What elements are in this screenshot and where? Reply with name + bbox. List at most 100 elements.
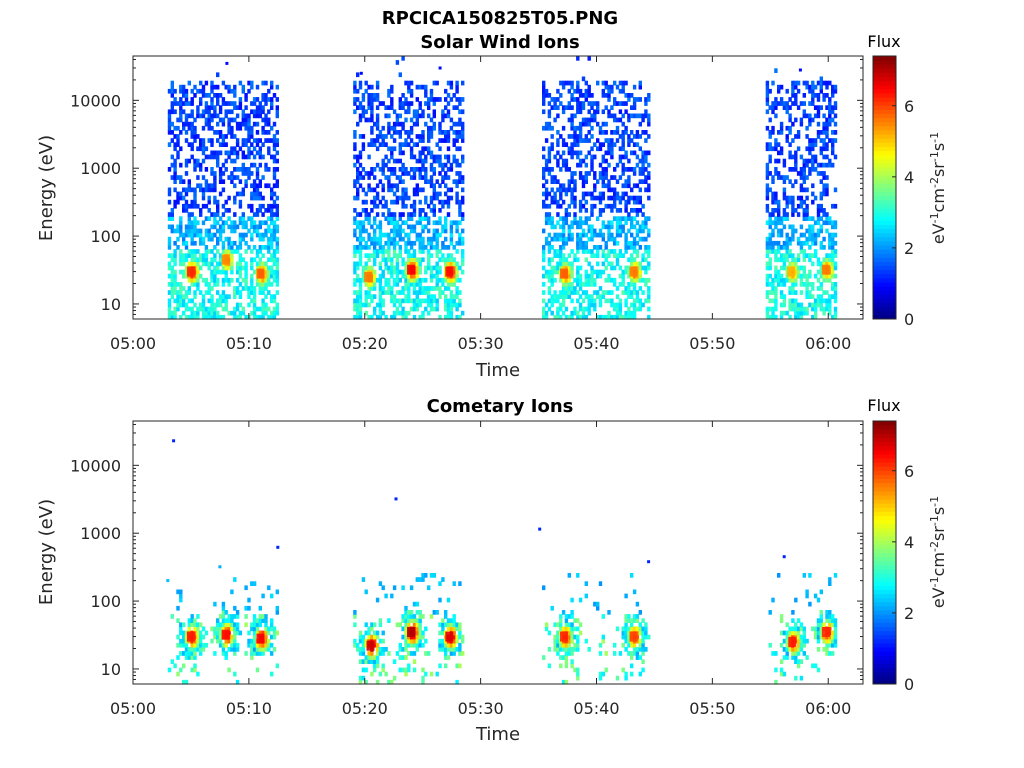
flux-cell-3112 [627, 199, 631, 205]
flux-cell-2293 [544, 314, 549, 320]
flux-cell-2138 [449, 261, 454, 267]
flux-cell-2367 [550, 146, 554, 152]
flux-cell-3170 [632, 245, 637, 250]
flux-cell-166 [235, 630, 240, 636]
flux-cell-3293 [647, 298, 651, 304]
flux-cell-2580 [573, 290, 577, 295]
flux-cell-2451 [559, 80, 563, 86]
flux-cell-1865 [421, 175, 425, 180]
flux-cell-3064 [621, 84, 625, 90]
flux-cell-648 [604, 667, 608, 673]
flux-cell-3344 [765, 162, 770, 168]
flux-cell-1533 [390, 150, 394, 156]
flux-cell-2312 [544, 125, 549, 131]
flux-cell-618 [573, 618, 577, 623]
flux-cell-1333 [370, 208, 374, 213]
flux-cell-3142 [630, 224, 634, 230]
flux-cell-1668 [404, 286, 408, 291]
flux-cell-214 [187, 249, 191, 254]
flux-cell-180 [247, 605, 251, 611]
flux-cell-1331 [370, 236, 374, 242]
flux-cell-798 [244, 138, 248, 143]
flux-cell-3371 [768, 216, 772, 221]
flux-cell-552 [556, 647, 560, 652]
flux-cell-1922 [427, 138, 431, 143]
flux-cell-3368 [768, 232, 772, 238]
flux-cell-1819 [418, 286, 422, 291]
flux-cell-2724 [584, 93, 588, 98]
flux-cell-3579 [791, 282, 795, 287]
flux-cell-829 [247, 80, 251, 86]
flux-cell-1377 [373, 121, 377, 127]
flux-cell-135 [227, 638, 231, 644]
flux-cell-115 [179, 302, 183, 308]
flux-cell-1321 [370, 298, 374, 304]
flux-cell-195 [184, 130, 189, 135]
flux-cell-3008 [615, 101, 620, 106]
flux-cell-3487 [779, 150, 784, 156]
flux-cell-922 [255, 84, 260, 90]
flux-cell-2651 [578, 216, 583, 221]
flux-cell-727 [238, 282, 243, 287]
flux-cell-2334 [547, 171, 552, 176]
flux-cell-65 [173, 282, 177, 287]
flux-cell-88 [201, 626, 206, 632]
flux-cell-696 [233, 93, 237, 98]
flux-cell-703 [635, 651, 640, 656]
flux-cell-852 [250, 162, 254, 168]
flux-cell-1201 [356, 154, 360, 160]
flux-cell-773 [791, 647, 795, 652]
flux-cell-3464 [777, 150, 781, 156]
flux-cell-294 [367, 659, 371, 664]
flux-cell-1205 [356, 88, 360, 94]
flux-cell-755 [782, 638, 787, 644]
flux-cell-524 [216, 158, 220, 164]
flux-cell-1984 [432, 113, 436, 119]
flux-cell-1838 [418, 171, 422, 176]
flux-cell-1697 [407, 290, 411, 295]
flux-cell-708 [235, 249, 240, 254]
flux-cell-2672 [581, 306, 586, 312]
flux-cell-3022 [618, 224, 623, 230]
flux-cell-3402 [771, 191, 775, 197]
flux-cell-3686 [802, 265, 806, 271]
flux-cell-94 [213, 634, 217, 640]
flux-cell-310 [196, 265, 200, 271]
flux-cell-975 [261, 195, 265, 201]
flux-cell-134 [179, 175, 183, 180]
flux-cell-3532 [785, 216, 789, 221]
flux-cell-1639 [401, 273, 405, 279]
y-tick-label: 10000 [70, 91, 121, 110]
flux-cell-2063 [444, 302, 448, 308]
flux-cell-487 [213, 216, 217, 221]
flux-cell-470 [210, 84, 214, 90]
flux-cell-1511 [390, 314, 394, 320]
flux-cell-1618 [398, 179, 402, 184]
flux-cell-3477 [779, 273, 784, 279]
flux-cell-784 [244, 269, 248, 275]
flux-cell-1902 [427, 310, 431, 316]
flux-cell-431 [418, 638, 422, 644]
flux-cell-581 [221, 203, 226, 209]
flux-cell-1408 [378, 306, 383, 312]
flux-cell-603 [570, 651, 574, 656]
flux-cell-487 [444, 622, 448, 628]
flux-cell-1519 [390, 261, 394, 267]
flux-cell-92 [210, 626, 214, 632]
flux-cell-3228 [638, 224, 642, 230]
flux-cell-3816 [816, 298, 821, 304]
flux-cell-3085 [624, 183, 628, 189]
flux-cell-415 [412, 622, 417, 628]
flux-cell-773 [241, 121, 245, 127]
flux-cell-1524 [390, 220, 394, 226]
flux-cell-140 [179, 109, 183, 115]
flux-cell-3449 [777, 257, 781, 263]
flux-cell-2779 [590, 125, 594, 131]
flux-cell-3097 [627, 310, 631, 316]
flux-cell-1031 [267, 208, 271, 213]
flux-cell-301 [367, 626, 371, 632]
flux-cell-538 [218, 298, 223, 304]
flux-cell-89 [173, 101, 177, 106]
flux-cell-3177 [632, 195, 637, 201]
flux-cell-3966 [831, 294, 835, 299]
